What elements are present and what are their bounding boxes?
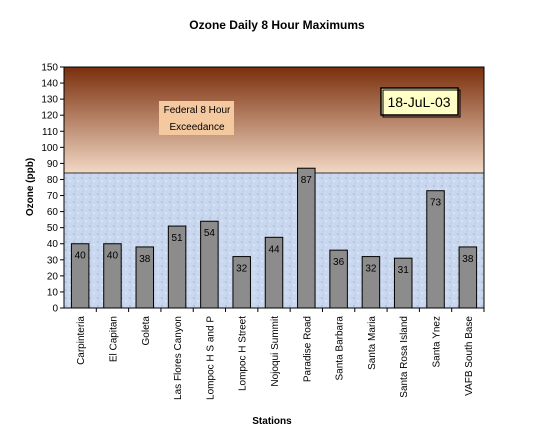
exceedance-label-line2: Exceedance (169, 122, 224, 133)
bar-value-label: 54 (204, 228, 216, 239)
x-tick-label: El Capitan (108, 316, 119, 362)
y-tick-label: 60 (47, 207, 59, 218)
bar-value-label: 31 (398, 265, 410, 276)
bar (297, 167, 316, 309)
y-tick-label: 30 (47, 255, 59, 266)
bar-value-label: 40 (75, 251, 87, 262)
bar-value-label: 87 (301, 175, 313, 186)
y-tick-label: 40 (47, 239, 59, 250)
bar-value-label: 73 (430, 198, 442, 209)
date-box: 18-JuL-03 (380, 87, 461, 118)
chart-title: Ozone Daily 8 Hour Maximums (189, 18, 365, 32)
y-axis: 0 10 20 30 40 50 60 70 80 90 100 110 120 130 140 150 (41, 63, 65, 315)
exceedance-label-line1: Federal 8 Hour (164, 105, 231, 116)
bar-value-label: 32 (236, 264, 248, 275)
y-tick-label: 150 (41, 63, 58, 74)
bar-value-label: 40 (107, 251, 119, 262)
x-tick-label: Paradise Road (302, 316, 313, 382)
x-tick-label: Santa Rosa Island (399, 316, 410, 398)
y-tick-label: 100 (41, 143, 58, 154)
x-tick-label: VAFB South Base (464, 316, 475, 396)
y-tick-label: 10 (47, 287, 59, 298)
bar-value-label: 32 (365, 264, 377, 275)
y-tick-label: 120 (41, 111, 58, 122)
bar-value-label: 36 (333, 257, 345, 268)
x-tick-label: Las Flores Canyon (173, 316, 184, 400)
exceedance-region (64, 67, 484, 174)
bar-value-label: 38 (462, 254, 474, 265)
x-tick-label: Santa Maria (367, 316, 378, 370)
y-tick-label: 50 (47, 223, 59, 234)
y-tick-label: 90 (47, 159, 59, 170)
y-tick-label: 70 (47, 191, 59, 202)
y-tick-label: 130 (41, 95, 58, 106)
x-tick-label: Lompoc H S and P (205, 316, 216, 400)
x-tick-label: Santa Barbara (335, 316, 346, 381)
exceedance-label-box: Federal 8 Hour Exceedance (159, 101, 234, 135)
x-axis-title: Stations (252, 416, 292, 427)
date-text: 18-JuL-03 (387, 94, 450, 110)
bar-value-label: 51 (172, 233, 184, 244)
x-tick-label: Carpinteria (76, 316, 87, 365)
bar-series: 40 40 38 51 54 32 44 87 36 32 31 73 38 (70, 167, 478, 309)
x-axis-tick-labels: Carpinteria El Capitan Goleta Las Flores Ca… (64, 307, 485, 400)
y-tick-label: 140 (41, 79, 58, 90)
bar-value-label: 44 (268, 244, 280, 255)
y-tick-label: 20 (47, 271, 59, 282)
y-tick-label: 0 (52, 304, 58, 315)
y-axis-title: Ozone (ppb) (25, 158, 36, 216)
x-tick-label: Lompoc H Street (238, 316, 249, 391)
bar-value-label: 38 (139, 254, 151, 265)
x-tick-label: Goleta (141, 316, 152, 346)
x-tick-label: Nojoqui Summit (270, 316, 281, 387)
y-tick-label: 110 (42, 127, 58, 138)
x-tick-label: Santa Ynez (432, 316, 443, 368)
y-tick-label: 80 (47, 175, 59, 186)
